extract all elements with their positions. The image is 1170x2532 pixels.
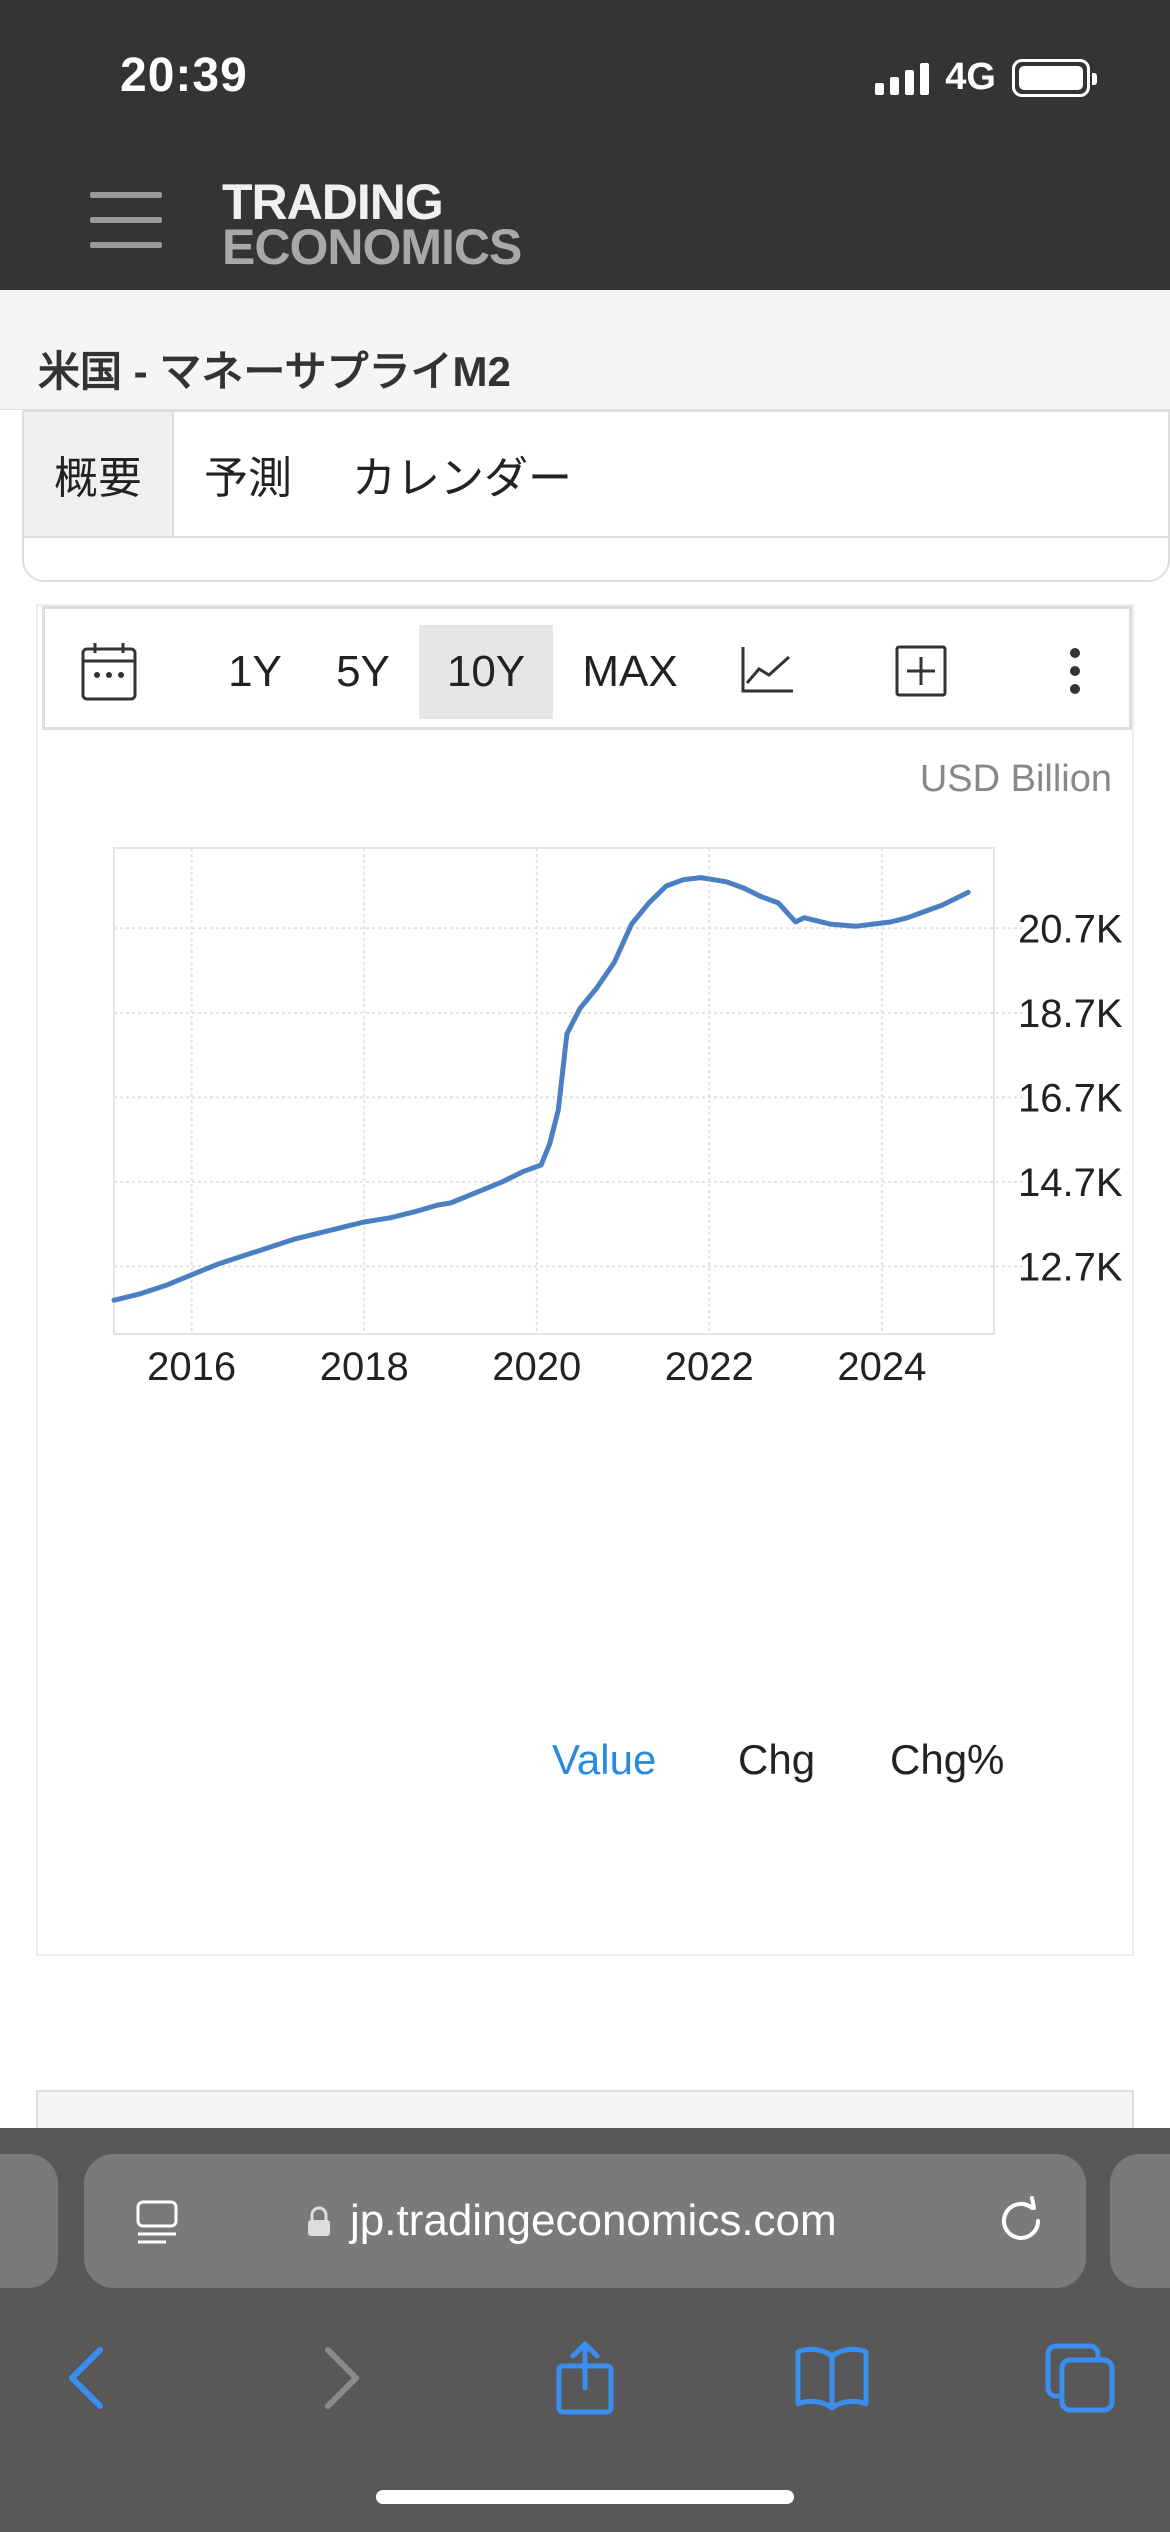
x-tick-label: 2016 xyxy=(147,1345,236,1389)
chart-card: 1Y 5Y 10Y MAX USD Billion 2016 2018 2020 20… xyxy=(36,604,1134,1956)
series-tab-chg-pct[interactable]: Chg% xyxy=(890,1736,1005,1783)
prev-tab-pill[interactable] xyxy=(0,2154,58,2288)
reload-icon[interactable] xyxy=(994,2194,1048,2248)
range-5y-button[interactable]: 5Y xyxy=(336,647,390,696)
y-tick-label: 20.7K xyxy=(1018,907,1123,951)
range-max-button[interactable]: MAX xyxy=(582,647,678,696)
url-text: jp.tradingeconomics.com xyxy=(350,2196,837,2245)
status-indicators: 4G xyxy=(875,56,1097,99)
range-10y-button[interactable]: 10Y xyxy=(419,625,553,719)
bookmarks-icon[interactable] xyxy=(792,2338,872,2418)
browser-nav-row xyxy=(0,2318,1170,2438)
plot-frame xyxy=(113,847,995,1335)
share-icon[interactable] xyxy=(545,2338,625,2418)
table-header-peek xyxy=(36,2090,1134,2130)
site-logo[interactable]: TRADING ECONOMICS xyxy=(222,174,522,275)
series-tab-chg[interactable]: Chg xyxy=(738,1736,816,1783)
scrolled-content-peek xyxy=(22,538,1170,582)
status-time: 20:39 xyxy=(120,49,248,102)
line-chart: 2016 2018 2020 2022 2024 12.7K 14.7K 16.7K 18.7K… xyxy=(111,847,1123,1389)
battery-icon xyxy=(1012,58,1097,97)
y-tick-label: 16.7K xyxy=(1018,1076,1123,1120)
lock-icon xyxy=(308,2206,330,2236)
logo-line1: TRADING xyxy=(222,174,444,230)
series-tabs: Value Chg Chg% xyxy=(38,1736,1136,1796)
reader-mode-icon[interactable] xyxy=(134,2198,180,2248)
series-tab-value[interactable]: Value xyxy=(552,1736,657,1783)
next-tab-pill[interactable] xyxy=(1110,2154,1170,2288)
browser-toolbar: jp.tradingeconomics.com xyxy=(0,2128,1170,2532)
page-title: 米国 - マネーサプライM2 xyxy=(38,348,511,395)
x-tick-label: 2020 xyxy=(492,1345,581,1389)
hamburger-icon[interactable] xyxy=(90,192,162,248)
y-tick-label: 18.7K xyxy=(1018,992,1123,1036)
page-title-bar: 米国 - マネーサプライM2 xyxy=(0,290,1170,410)
tab-calendar[interactable]: カレンダー xyxy=(352,454,572,503)
more-vertical-icon[interactable] xyxy=(1045,639,1105,703)
network-label: 4G xyxy=(945,56,996,98)
tabs-icon[interactable] xyxy=(1040,2338,1120,2418)
line-chart-icon[interactable] xyxy=(737,639,797,703)
home-indicator xyxy=(376,2490,794,2504)
tab-overview[interactable]: 概要 xyxy=(24,412,174,536)
x-tick-label: 2022 xyxy=(665,1345,754,1389)
chart-toolbar: 1Y 5Y 10Y MAX xyxy=(42,606,1132,730)
address-bar[interactable]: jp.tradingeconomics.com xyxy=(84,2154,1086,2288)
back-icon[interactable] xyxy=(48,2338,128,2418)
section-tabs: 概要 予測 カレンダー xyxy=(22,410,1170,538)
calendar-icon[interactable] xyxy=(79,639,139,703)
y-tick-label: 14.7K xyxy=(1018,1161,1123,1205)
status-bar: 20:39 4G xyxy=(0,0,1170,150)
forward-icon[interactable] xyxy=(300,2338,380,2418)
y-tick-label: 12.7K xyxy=(1018,1245,1123,1289)
series-line xyxy=(111,875,971,1303)
range-1y-button[interactable]: 1Y xyxy=(228,647,282,696)
x-tick-label: 2024 xyxy=(837,1345,926,1389)
x-tick-label: 2018 xyxy=(320,1345,409,1389)
tab-forecast[interactable]: 予測 xyxy=(204,454,292,503)
chart-unit-label: USD Billion xyxy=(919,758,1112,800)
plus-square-icon[interactable] xyxy=(891,639,951,703)
logo-line2: ECONOMICS xyxy=(222,219,522,275)
signal-icon xyxy=(875,61,930,95)
site-header: TRADING ECONOMICS xyxy=(0,150,1170,290)
